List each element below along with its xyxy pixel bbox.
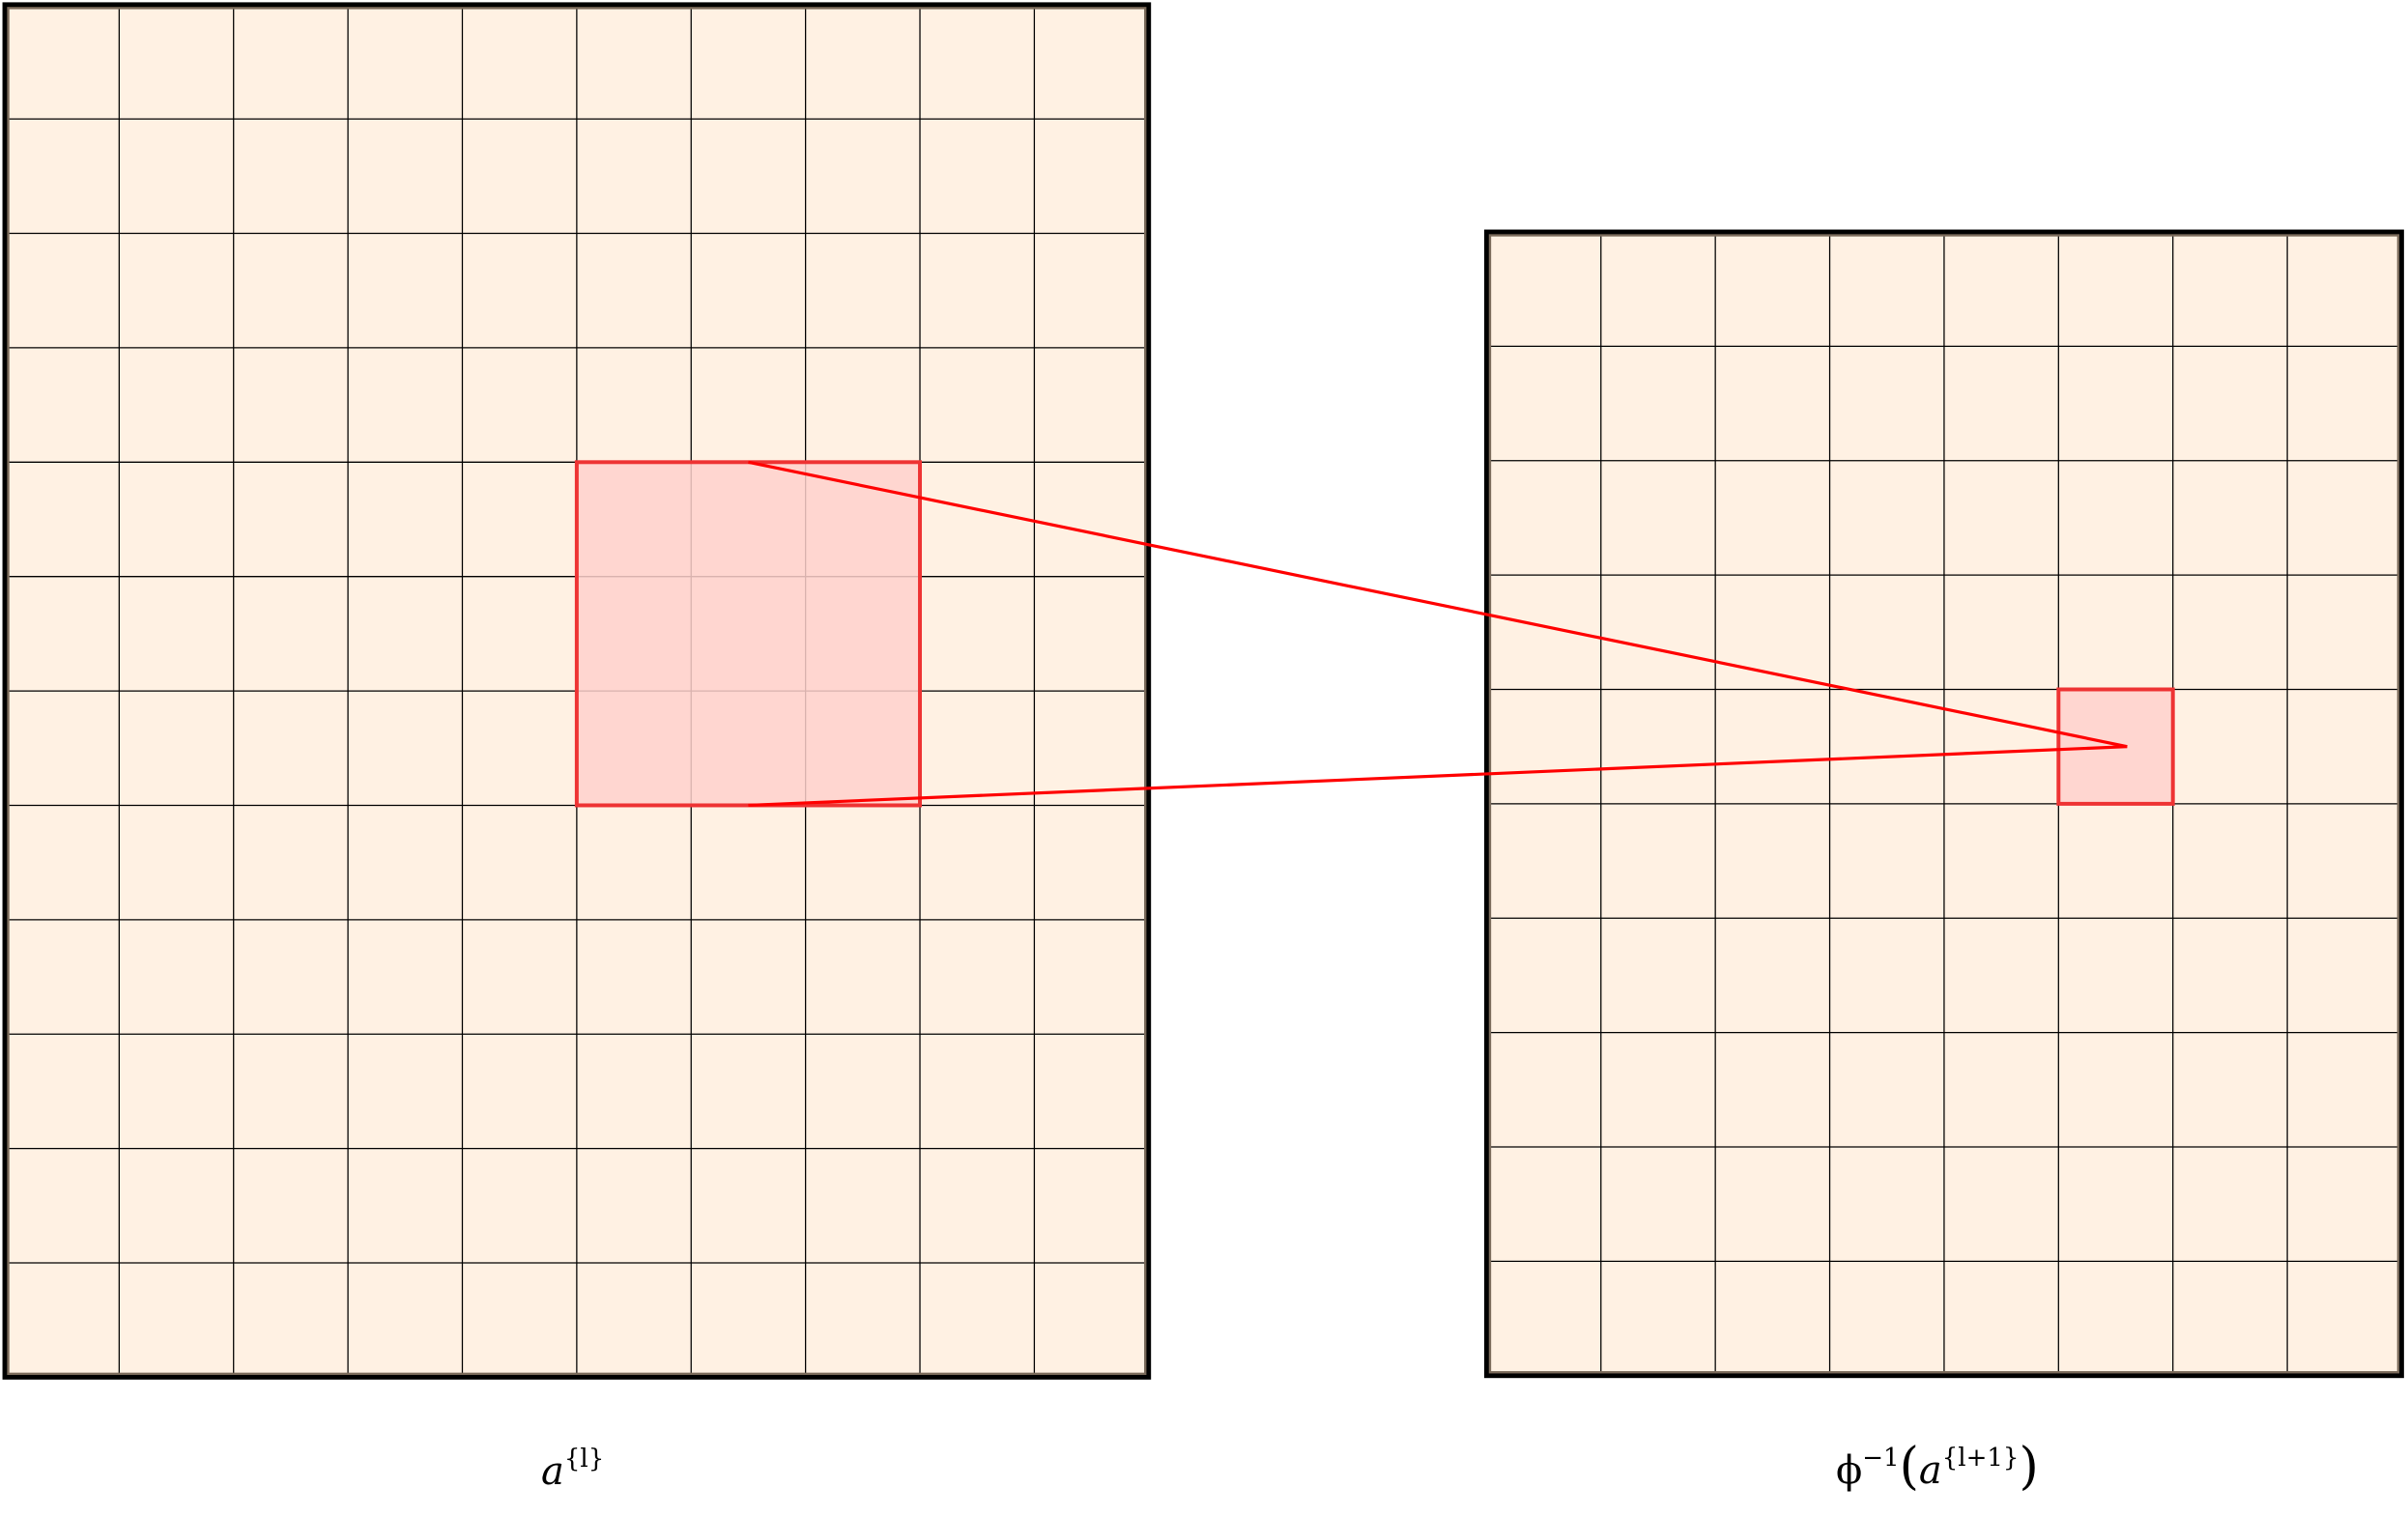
projection-line-top — [748, 460, 2128, 749]
grid-border — [1484, 229, 2404, 1379]
projection-lines — [748, 460, 2128, 808]
grid-border — [2, 2, 1152, 1380]
grid-inner-border — [6, 6, 1148, 1376]
right-grid-label: ϕ−1(a{l+1}) — [1836, 1438, 2039, 1496]
right-feature-map-grid — [1484, 229, 2404, 1379]
label-close-paren: ) — [2019, 1438, 2039, 1496]
label-open-paren: ( — [1899, 1438, 1919, 1496]
label-superscript: {l} — [563, 1445, 605, 1474]
left-feature-map-grid — [2, 2, 1152, 1380]
label-base: a — [541, 1449, 564, 1494]
left-grid-label: a{l} — [541, 1445, 604, 1494]
grid-inner-border — [1487, 233, 2400, 1375]
label-base: a — [1918, 1448, 1942, 1493]
projection-line-bottom — [748, 745, 2128, 808]
label-superscript: {l+1} — [1941, 1444, 2020, 1473]
label-phi: ϕ — [1836, 1448, 1863, 1493]
label-inverse-superscript: −1 — [1862, 1444, 1900, 1473]
highlighted-region — [574, 460, 923, 808]
